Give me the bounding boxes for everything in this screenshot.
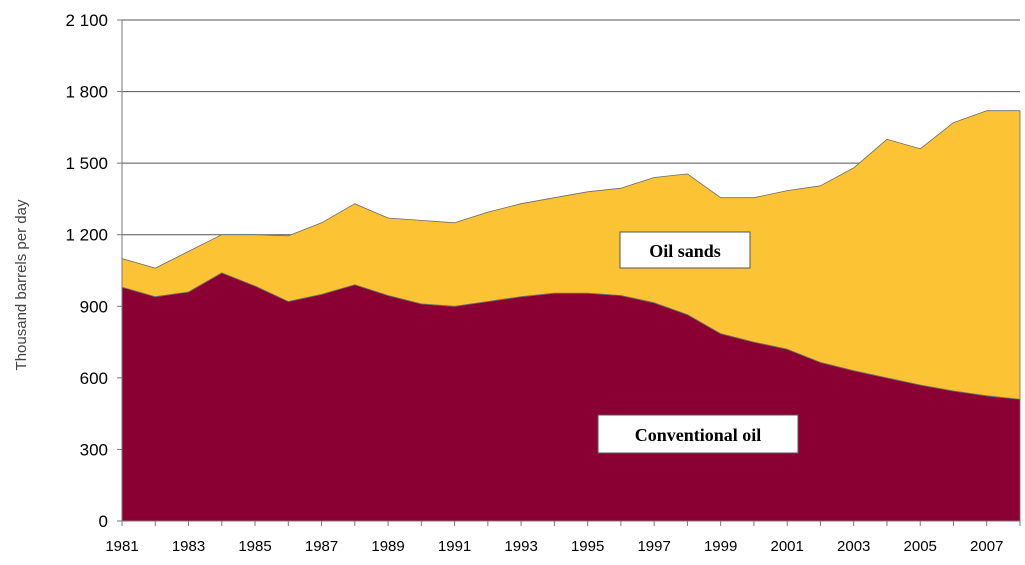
x-tick-label: 1995 [571,538,604,555]
series-label-conventional-oil: Conventional oil [635,425,762,445]
y-tick-label: 1 800 [65,83,108,102]
axes [117,19,1021,526]
x-tick-labels: 1981 1983 1985 1987 1989 1991 1993 1995 1997 1999… [105,538,1003,555]
y-tick-label: 0 [99,512,108,531]
x-tick-label: 1993 [504,538,537,555]
x-tick-label: 1999 [704,538,737,555]
y-axis-label: Thousand barrels per day [13,199,30,370]
x-tick-label: 1983 [172,538,205,555]
callout-oil-sands: Oil sands [619,231,751,269]
x-tick-label: 2003 [837,538,870,555]
x-tick-label: 1981 [105,538,138,555]
x-tick-label: 1989 [371,538,404,555]
callout-box [619,231,751,269]
callout-conventional-oil: Conventional oil [597,414,799,454]
series-label-oil-sands: Oil sands [649,241,721,261]
y-tick-label: 600 [80,369,108,388]
callout-box [597,414,799,454]
y-tick-label: 900 [80,297,108,316]
x-tick-label: 2001 [770,538,803,555]
series-area-oil-sands [121,110,1021,400]
x-tick-label: 2005 [904,538,937,555]
series-areas [121,110,1021,522]
x-tick-label: 1985 [238,538,271,555]
x-tick-label: 2007 [970,538,1003,555]
x-tick-label: 1987 [305,538,338,555]
x-tick-label: 1997 [637,538,670,555]
y-tick-label: 1 200 [65,226,108,245]
y-tick-label: 2 100 [65,11,108,30]
y-tick-label: 300 [80,440,108,459]
x-tick-label: 1991 [438,538,471,555]
y-tick-label: 1 500 [65,154,108,173]
y-tick-labels: 0 300 600 900 1 200 1 500 1 800 2 100 [65,11,108,531]
